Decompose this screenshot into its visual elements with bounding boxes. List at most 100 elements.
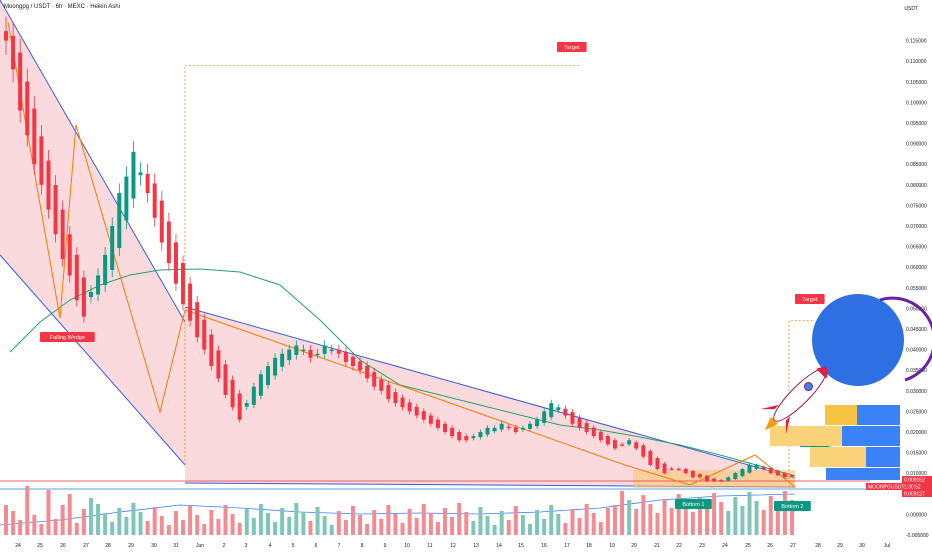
price-tick-label: 0.010000 <box>906 471 927 477</box>
candle-body <box>322 345 327 354</box>
wedge-1-upper-line <box>0 0 186 323</box>
volume-bar <box>768 496 773 535</box>
volume-bar <box>676 494 681 535</box>
time-tick-label: 9 <box>384 543 387 549</box>
volume-bar <box>173 511 178 535</box>
candle-body <box>712 478 717 482</box>
logo-bar-blue-4 <box>826 468 900 480</box>
volume-bar <box>705 507 710 535</box>
price-badge-bg <box>902 490 932 497</box>
time-tick-label: Jun <box>196 543 204 549</box>
volume-bar <box>273 522 278 535</box>
price-badge-text: 0.009152 <box>904 478 925 484</box>
candle-body <box>110 226 115 270</box>
time-tick-label: 30 <box>859 543 865 549</box>
volume-bar <box>485 516 490 535</box>
time-tick-label: 29 <box>128 543 134 549</box>
volume-bar <box>620 491 625 535</box>
volume-bar <box>81 509 86 535</box>
candle-body <box>648 451 653 465</box>
volume-bar <box>159 516 164 535</box>
candle-body <box>450 427 455 437</box>
target-label-mid-text: Target <box>802 297 818 303</box>
candle-body <box>620 444 625 446</box>
price-tick-label: 0.055000 <box>906 286 927 292</box>
pattern-zigzag-line <box>7 21 796 488</box>
target-label-top-bg <box>557 42 587 52</box>
time-tick-label: 14 <box>496 543 502 549</box>
volume-bar <box>152 507 157 535</box>
candle-body <box>188 283 193 321</box>
symbol-tag-bg <box>866 483 902 490</box>
candle-body <box>96 275 101 295</box>
wedge-1-lower-line <box>0 254 186 466</box>
time-tick-label: 21 <box>654 543 660 549</box>
volume-bar <box>782 491 787 535</box>
time-tick-label: 10 <box>404 543 410 549</box>
symbol-tag-text: MOONPGUSDT <box>868 485 904 491</box>
time-tick-label: 25 <box>37 543 43 549</box>
candle-body <box>131 151 136 199</box>
time-tick-label: 8 <box>361 543 364 549</box>
candle-body <box>103 254 108 285</box>
logo-bar-blue-2 <box>842 426 900 446</box>
candle-body <box>230 379 235 408</box>
volume-bar <box>669 508 674 535</box>
candle-body <box>634 442 639 449</box>
volume-bar <box>605 508 610 535</box>
candle-body <box>563 408 568 416</box>
candle-body <box>209 334 214 367</box>
volume-bar <box>549 505 554 535</box>
rocket-flame <box>764 416 779 431</box>
time-tick-label: 4 <box>269 543 272 549</box>
candle-body <box>294 345 299 355</box>
candle-body <box>598 431 603 441</box>
volume-bar <box>202 524 207 535</box>
price-tick-label: 0.025000 <box>906 409 927 415</box>
candle-body <box>655 458 660 470</box>
candle-body <box>669 468 674 470</box>
price-tick-label: -0.005000 <box>906 533 929 539</box>
candle-body <box>386 385 391 400</box>
volume-bar <box>528 524 532 535</box>
time-tick-label: 26 <box>767 543 773 549</box>
candle-body <box>591 427 596 437</box>
bottom1-label[interactable]: Bottom 1 <box>675 499 712 509</box>
bottom2-label[interactable]: Bottom 2 <box>774 501 811 511</box>
price-tick-label: 0.035000 <box>906 368 927 374</box>
volume-bar <box>39 524 44 535</box>
volume-bar <box>209 510 214 535</box>
time-tick-label: 7 <box>338 543 341 549</box>
candle-body <box>740 469 745 477</box>
candle-body <box>329 349 334 352</box>
target-label-top[interactable]: Target <box>557 42 587 52</box>
candle-body <box>181 262 186 305</box>
candle-body <box>11 35 16 70</box>
time-axis: 24 25 26 27 28 29 30 31 Jun 2 3 4 5 6 7 8 9 10 11 12 13 14 15 1… <box>15 543 890 549</box>
volume-bar <box>88 498 93 535</box>
candle-body <box>790 475 794 477</box>
candle-body <box>733 473 738 480</box>
volume-bar <box>655 513 660 535</box>
falling-wedge-label[interactable]: Falling Wedge <box>40 332 95 342</box>
volume-bar <box>648 504 653 535</box>
target-label-mid[interactable]: Target <box>795 294 825 304</box>
price-tick-label: 0.050000 <box>906 306 927 312</box>
candle-body <box>244 403 249 407</box>
price-tick-label: 0.060000 <box>906 265 927 271</box>
candle-body <box>535 419 540 427</box>
time-tick-label: 24 <box>15 543 21 549</box>
candle-body <box>358 361 363 371</box>
candle-body <box>159 200 164 243</box>
volume-bar <box>542 519 547 535</box>
candle-body <box>60 209 65 259</box>
moving-average-line <box>9 268 796 477</box>
volume-bar <box>386 505 391 535</box>
candle-body <box>719 480 724 482</box>
falling-wedge-label-bg <box>40 332 95 342</box>
candle-body <box>117 193 122 248</box>
candle-body <box>74 254 79 301</box>
logo-bar-blue <box>857 405 900 425</box>
